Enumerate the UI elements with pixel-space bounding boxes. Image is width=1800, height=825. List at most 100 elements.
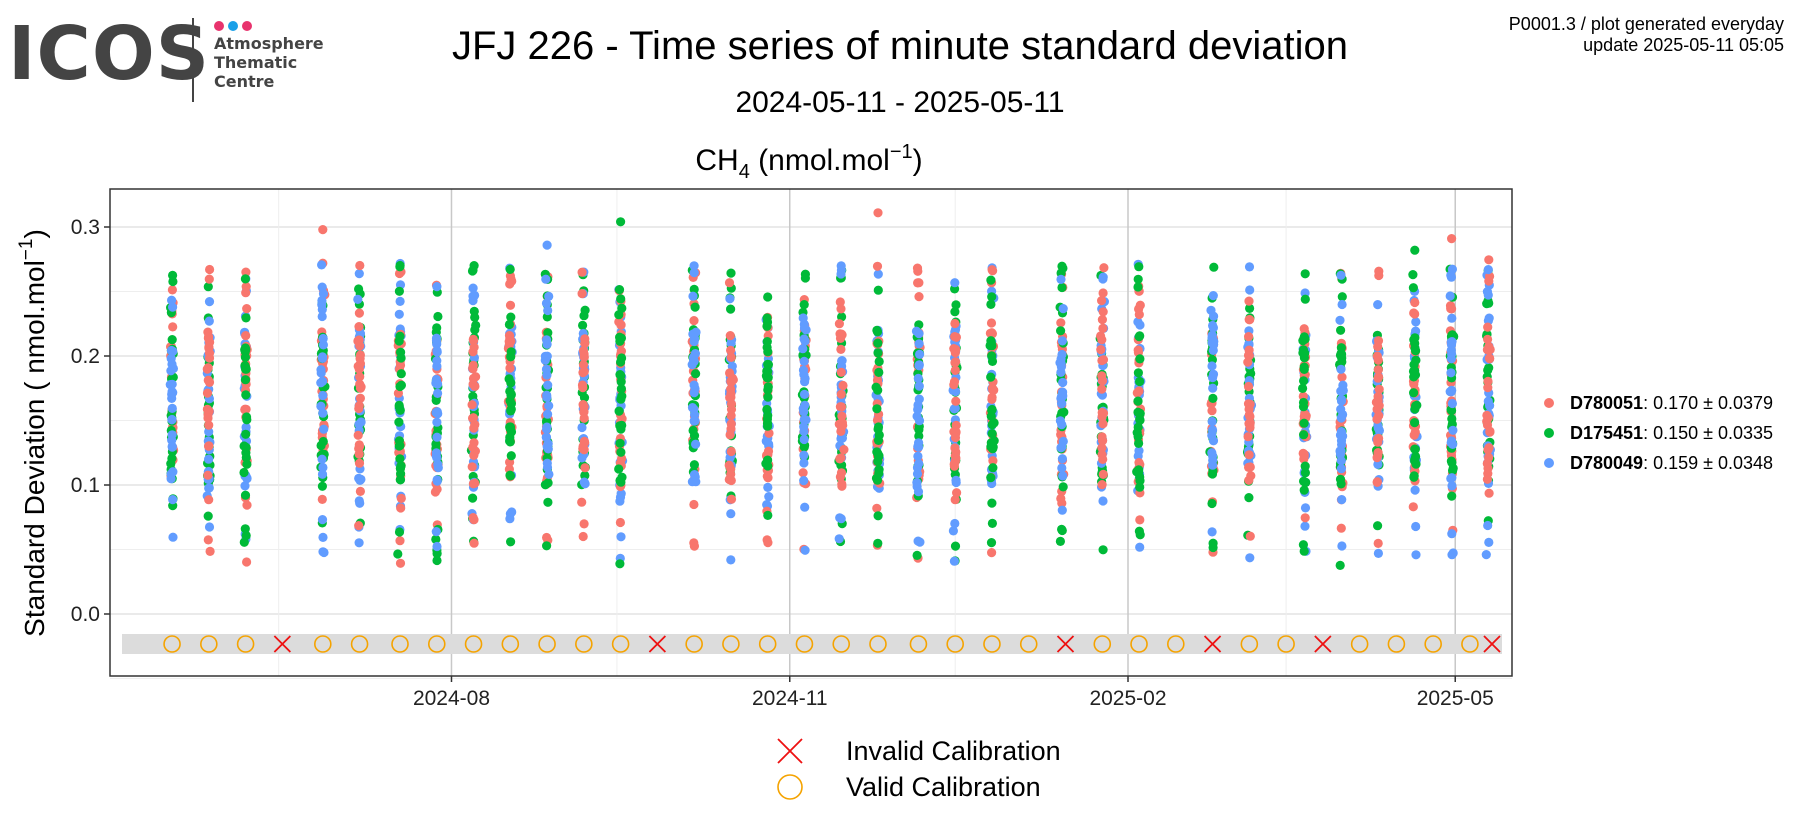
data-point bbox=[763, 482, 773, 492]
data-point bbox=[203, 375, 213, 385]
data-point bbox=[241, 344, 251, 354]
data-point bbox=[949, 556, 960, 566]
data-point bbox=[543, 380, 553, 390]
data-point bbox=[1373, 396, 1383, 406]
data-point bbox=[799, 434, 809, 445]
valid-calibration-marker bbox=[909, 635, 928, 653]
data-point bbox=[542, 458, 552, 468]
data-point bbox=[726, 338, 736, 348]
data-point bbox=[1057, 454, 1067, 464]
data-point bbox=[394, 336, 404, 346]
data-point bbox=[1209, 262, 1219, 272]
data-point bbox=[318, 333, 328, 344]
data-point bbox=[240, 274, 250, 284]
data-point bbox=[239, 441, 249, 451]
data-point bbox=[354, 322, 364, 332]
data-point bbox=[204, 454, 214, 464]
data-point bbox=[913, 451, 923, 461]
data-point bbox=[836, 269, 846, 279]
data-point bbox=[1410, 485, 1420, 495]
data-point bbox=[205, 546, 215, 557]
data-point bbox=[317, 304, 327, 315]
data-point bbox=[873, 338, 883, 348]
data-point bbox=[505, 264, 515, 274]
data-point bbox=[1244, 262, 1255, 272]
data-point bbox=[799, 356, 809, 366]
data-point bbox=[1374, 384, 1384, 394]
data-point bbox=[1206, 305, 1216, 315]
data-point bbox=[433, 388, 443, 398]
data-point bbox=[432, 323, 442, 333]
data-point bbox=[728, 375, 738, 385]
invalid-calibration-marker bbox=[1056, 635, 1075, 653]
valid-calibration-marker bbox=[350, 635, 369, 653]
data-point bbox=[1373, 538, 1383, 549]
data-point bbox=[1373, 341, 1383, 352]
data-point bbox=[1097, 315, 1107, 325]
legend-valid-symbol bbox=[777, 774, 803, 800]
data-point bbox=[763, 510, 773, 520]
data-point bbox=[467, 266, 478, 276]
data-point bbox=[318, 340, 328, 350]
data-point bbox=[204, 441, 214, 451]
data-point bbox=[468, 493, 478, 503]
data-point bbox=[241, 267, 251, 277]
data-point bbox=[1058, 377, 1068, 388]
data-point bbox=[951, 300, 961, 310]
data-point bbox=[506, 537, 516, 547]
data-point bbox=[394, 527, 405, 537]
data-point bbox=[1057, 498, 1067, 508]
data-point bbox=[836, 422, 847, 432]
data-point bbox=[577, 267, 587, 277]
data-point bbox=[317, 469, 328, 479]
data-point bbox=[1447, 529, 1457, 539]
data-point bbox=[167, 430, 177, 440]
data-point bbox=[202, 404, 212, 414]
data-point bbox=[1408, 283, 1418, 293]
data-point bbox=[949, 344, 959, 354]
data-point bbox=[1373, 365, 1383, 375]
data-point bbox=[914, 381, 924, 391]
data-point bbox=[579, 519, 589, 529]
data-point bbox=[690, 302, 700, 312]
data-point bbox=[1410, 418, 1420, 428]
data-point bbox=[204, 332, 214, 342]
data-point bbox=[950, 518, 960, 529]
data-point bbox=[1411, 317, 1421, 327]
data-point bbox=[431, 451, 441, 461]
data-point bbox=[542, 424, 552, 434]
valid-calibration-marker bbox=[1387, 635, 1406, 653]
data-point bbox=[915, 537, 925, 547]
data-point bbox=[168, 363, 178, 374]
data-point bbox=[240, 352, 250, 362]
data-point bbox=[1058, 263, 1068, 273]
valid-calibration-marker bbox=[1277, 635, 1295, 653]
data-point bbox=[353, 430, 363, 440]
logo-dot bbox=[242, 21, 252, 31]
valid-calibration-marker bbox=[163, 635, 181, 653]
data-point bbox=[1245, 399, 1255, 409]
data-point bbox=[204, 427, 214, 437]
data-point bbox=[205, 264, 215, 275]
data-point bbox=[987, 351, 997, 361]
valid-calibration-marker bbox=[869, 635, 887, 653]
data-point bbox=[1245, 531, 1255, 541]
data-point bbox=[506, 389, 516, 399]
data-point bbox=[763, 392, 773, 402]
data-point bbox=[1336, 427, 1346, 437]
data-point bbox=[1447, 550, 1457, 560]
data-point bbox=[1409, 472, 1419, 482]
data-point bbox=[543, 497, 553, 507]
data-point bbox=[394, 309, 404, 319]
data-point bbox=[354, 521, 364, 531]
data-point bbox=[203, 282, 213, 292]
data-point bbox=[1243, 432, 1253, 442]
data-point bbox=[1448, 425, 1458, 435]
data-point bbox=[950, 495, 960, 505]
data-point bbox=[988, 456, 998, 466]
calibration-legend-label: Invalid Calibration bbox=[846, 736, 1061, 766]
data-point bbox=[1299, 364, 1309, 374]
data-point bbox=[988, 463, 998, 473]
data-point bbox=[1336, 404, 1346, 414]
data-point bbox=[1245, 462, 1255, 472]
